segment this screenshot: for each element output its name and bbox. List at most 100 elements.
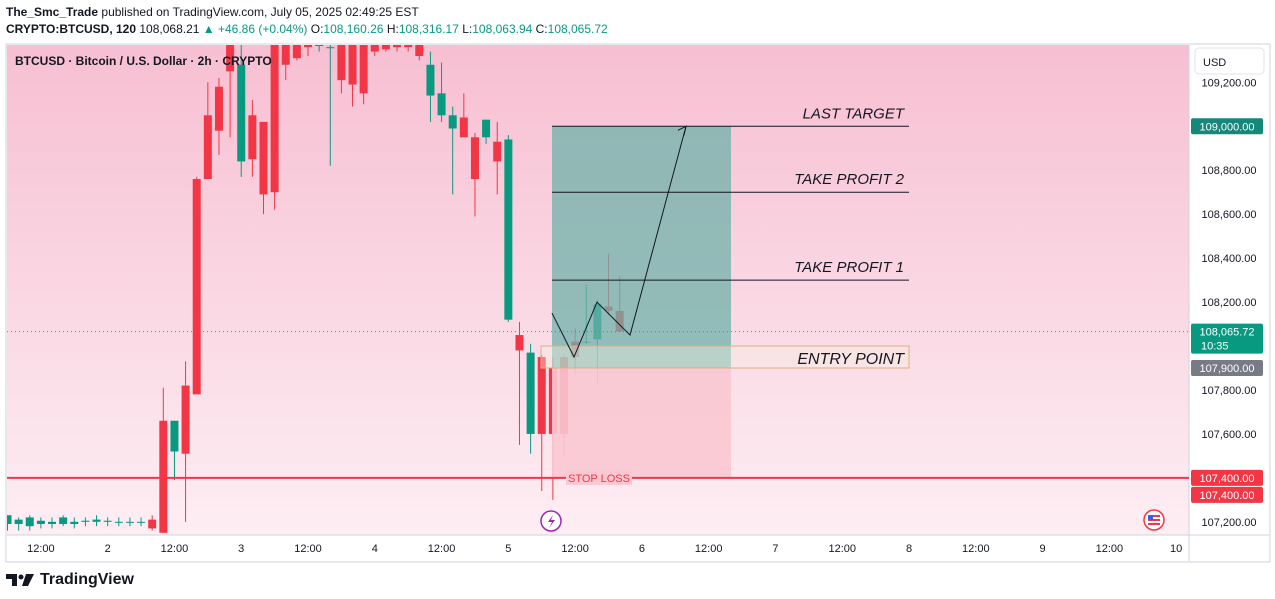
candles-group xyxy=(7,45,624,533)
candle-body xyxy=(359,45,368,94)
candle-body xyxy=(348,45,357,85)
entry-point-label: ENTRY POINT xyxy=(797,351,905,368)
candle-body xyxy=(25,517,34,527)
candle-body xyxy=(59,517,68,525)
tradingview-logo-icon xyxy=(6,574,34,586)
candle-body xyxy=(381,45,390,50)
ohlc-line: CRYPTO:BTCUSD, 120 108,068.21 ▲ +46.86 (… xyxy=(6,22,608,36)
candle-body xyxy=(192,179,201,395)
candle-body xyxy=(226,45,235,72)
candle-body xyxy=(537,357,546,434)
candle-body xyxy=(470,137,479,180)
candle-body xyxy=(7,515,12,525)
stop-price-tag-b-bg xyxy=(1191,486,1263,503)
x-tick-label: 12:00 xyxy=(294,543,322,555)
candle-body xyxy=(103,520,112,522)
last-price: 108,068.21 xyxy=(139,22,200,36)
stop-price-tag-a-bg xyxy=(1191,469,1263,486)
stop-price-tag-a: 107,400.00 xyxy=(1199,473,1254,485)
candle-body xyxy=(459,117,468,138)
x-tick-label: 12:00 xyxy=(161,543,189,555)
projection-path xyxy=(551,126,687,359)
target-price-tag-bg xyxy=(1191,118,1263,135)
y-tick-label: 108,800.00 xyxy=(1201,165,1256,177)
candle-body xyxy=(370,45,379,52)
candle-body xyxy=(214,86,223,131)
x-tick-label: 6 xyxy=(639,543,645,555)
annotation-layer: LAST TARGET TAKE PROFIT 2 TAKE PROFIT 1 ENT… xyxy=(7,105,1189,485)
currency-button-label[interactable]: USD xyxy=(1203,57,1226,69)
x-tick-label: 12:00 xyxy=(1096,543,1124,555)
candle-body xyxy=(404,45,413,48)
candle-body xyxy=(170,420,179,452)
stop-loss-label-bg xyxy=(566,470,632,485)
candle-body xyxy=(448,115,457,129)
entry-price-tag-bg xyxy=(1191,360,1263,377)
candle-body xyxy=(70,521,79,525)
publisher-name[interactable]: The_Smc_Trade xyxy=(6,5,99,19)
price-change: ▲ +46.86 (+0.04%) xyxy=(202,22,308,36)
chart-title: BTCUSD · Bitcoin / U.S. Dollar · 2h · CR… xyxy=(15,54,272,68)
candle-body xyxy=(526,352,535,434)
countdown-tag: 10:35 xyxy=(1201,341,1229,353)
stop-price-tag-b: 107,400.00 xyxy=(1199,490,1254,502)
take-profit-2-label: TAKE PROFIT 2 xyxy=(794,171,904,188)
published-text: published on TradingView.com, July 05, 2… xyxy=(101,5,419,19)
candle-body xyxy=(181,385,190,454)
y-tick-label: 107,200.00 xyxy=(1201,517,1256,529)
currency-button-bg[interactable] xyxy=(1194,47,1265,75)
y-tick-label: 108,200.00 xyxy=(1201,297,1256,309)
x-tick-label: 12:00 xyxy=(962,543,990,555)
y-tick-label: 107,800.00 xyxy=(1201,385,1256,397)
high-value: 108,316.17 xyxy=(398,22,459,36)
candle-body xyxy=(14,519,23,525)
x-tick-label: 12:00 xyxy=(561,543,589,555)
low-label: L: xyxy=(462,22,473,36)
candle-body xyxy=(137,521,146,523)
x-tick-label: 5 xyxy=(505,543,511,555)
candle-body xyxy=(125,521,134,523)
stop-loss-label: STOP LOSS xyxy=(568,473,630,485)
high-label: H: xyxy=(386,22,399,36)
candle-body xyxy=(159,420,168,533)
candle-body xyxy=(281,45,290,65)
candle-body xyxy=(259,121,268,195)
x-tick-label: 4 xyxy=(372,543,378,555)
x-tick-label: 3 xyxy=(238,543,244,555)
x-tick-label: 9 xyxy=(1040,543,1046,555)
target-zone xyxy=(552,126,731,369)
open-value: 108,160.26 xyxy=(323,22,384,36)
currency-button[interactable]: USD xyxy=(1194,47,1265,75)
candle-body xyxy=(81,520,90,522)
low-value: 108,063.94 xyxy=(472,22,533,36)
entry-price-tag: 107,900.00 xyxy=(1199,363,1254,375)
x-tick-label: 12:00 xyxy=(428,543,456,555)
candle-body xyxy=(504,139,513,320)
candle-body xyxy=(114,521,123,523)
us-flag-icon[interactable] xyxy=(1143,509,1165,531)
candle-body xyxy=(437,93,446,116)
close-value: 108,065.72 xyxy=(547,22,608,36)
price-labels: 109,000.00 108,065.72 10:35 107,900.00 107,4… xyxy=(1191,118,1263,503)
entry-box xyxy=(540,345,910,369)
candle-body xyxy=(426,64,435,96)
lightning-icon[interactable] xyxy=(540,510,562,532)
candle-body xyxy=(203,115,212,180)
x-tick-label: 12:00 xyxy=(695,543,723,555)
tradingview-brand[interactable]: TradingView xyxy=(6,571,134,589)
stop-zone xyxy=(552,368,731,478)
publisher-line: The_Smc_Trade published on TradingView.c… xyxy=(6,5,419,19)
candle-body xyxy=(326,47,335,49)
candle-body xyxy=(393,45,402,48)
x-tick-label: 12:00 xyxy=(828,543,856,555)
candle-body xyxy=(92,519,101,522)
x-tick-label: 8 xyxy=(906,543,912,555)
candle-body xyxy=(337,45,346,81)
last-target-label: LAST TARGET xyxy=(803,105,906,122)
x-tick-label: 10 xyxy=(1170,543,1182,555)
candle-body xyxy=(148,519,157,529)
last-price-tag: 108,065.72 xyxy=(1199,327,1254,339)
candle-body xyxy=(270,45,279,193)
candle-body xyxy=(515,335,524,351)
